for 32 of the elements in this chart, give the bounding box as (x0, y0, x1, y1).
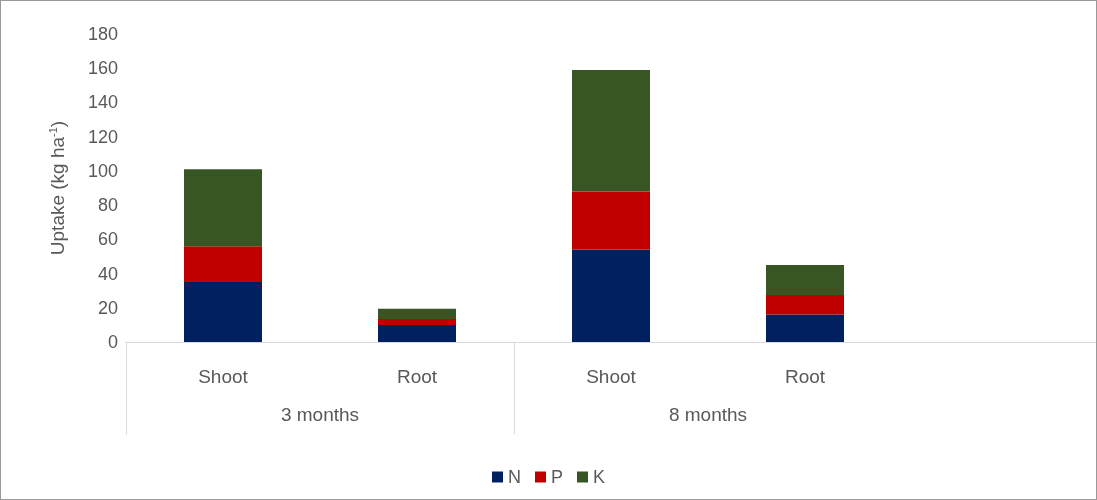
bar (378, 308, 456, 319)
bar (766, 294, 844, 315)
y-tick-label: 100 (87, 160, 118, 181)
bar (766, 314, 844, 342)
y-tick-label: 60 (97, 229, 118, 250)
y-tick-label: 40 (97, 263, 118, 284)
text: 3 months (280, 403, 360, 425)
x-tick-label: Root (784, 366, 826, 387)
y-tick-label: 20 (97, 297, 118, 318)
bar (572, 69, 650, 192)
legend-label: K (593, 467, 606, 487)
x-tick-label: Root (396, 366, 438, 387)
x-tick-label: Shoot (198, 366, 249, 387)
y-tick-label: 140 (87, 92, 118, 113)
y-tick-label: 0 (107, 332, 118, 352)
bar (378, 324, 456, 342)
bar (184, 246, 262, 283)
bar (184, 282, 262, 342)
y-axis-title: Uptake (kg ha-1) (46, 120, 68, 256)
x-tick-label: Shoot (586, 366, 637, 387)
y-tick-label: 180 (87, 24, 118, 44)
y-tick-label: 80 (97, 195, 118, 216)
legend-label: P (550, 467, 564, 487)
bar (184, 169, 262, 247)
bar (378, 318, 456, 325)
bar (572, 249, 650, 342)
legend-label: N (507, 467, 521, 487)
bar (572, 191, 650, 250)
y-tick-label: 120 (87, 126, 118, 147)
bar (766, 265, 844, 295)
text: 8 months (668, 403, 748, 425)
y-tick-label: 160 (87, 58, 118, 79)
